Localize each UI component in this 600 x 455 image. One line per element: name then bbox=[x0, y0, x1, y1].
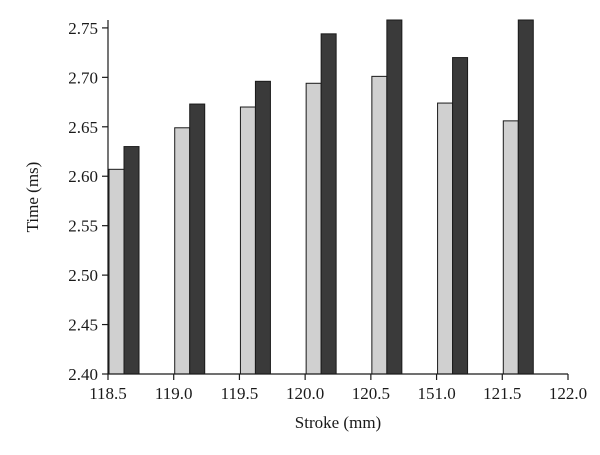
bar-series-1 bbox=[108, 168, 125, 375]
y-tick-label: 2.40 bbox=[68, 365, 98, 384]
x-tick-label: 151.0 bbox=[417, 384, 455, 403]
y-tick-label: 2.70 bbox=[68, 68, 98, 87]
x-tick-label: 120.0 bbox=[286, 384, 324, 403]
bar-series-2 bbox=[517, 19, 534, 375]
bar-series-1 bbox=[239, 106, 256, 375]
bars-layer bbox=[108, 19, 534, 375]
bar-series-2 bbox=[123, 146, 140, 375]
bar-series-1 bbox=[371, 75, 388, 375]
bar-series-2 bbox=[254, 80, 271, 375]
y-tick-label: 2.75 bbox=[68, 19, 98, 38]
x-tick-label: 119.0 bbox=[155, 384, 193, 403]
x-ticks: 118.5 119.0 119.5 120.0 120.5 151.0 121.5 122.0 bbox=[89, 374, 587, 403]
axes-layer bbox=[107, 20, 568, 375]
bar-series-1 bbox=[174, 127, 191, 375]
y-tick-label: 2.45 bbox=[68, 316, 98, 335]
bar-series-1 bbox=[305, 82, 322, 375]
y-tick-label: 2.50 bbox=[68, 266, 98, 285]
y-tick-label: 2.65 bbox=[68, 118, 98, 137]
y-tick-label: 2.60 bbox=[68, 167, 98, 186]
x-tick-label: 118.5 bbox=[89, 384, 127, 403]
y-tick-label: 2.55 bbox=[68, 217, 98, 236]
bar-series-2 bbox=[452, 57, 469, 375]
y-ticks: 2.40 2.45 2.50 2.55 2.60 2.65 2.70 2.75 bbox=[68, 19, 108, 384]
x-tick-label: 121.5 bbox=[483, 384, 521, 403]
x-tick-label: 122.0 bbox=[549, 384, 587, 403]
x-tick-label: 119.5 bbox=[221, 384, 259, 403]
x-tick-label: 120.5 bbox=[352, 384, 390, 403]
y-axis-title: Time (ms) bbox=[23, 162, 42, 233]
bar-series-2 bbox=[320, 33, 337, 375]
bar-series-1 bbox=[437, 102, 454, 375]
bar-series-1 bbox=[502, 120, 519, 375]
x-axis-title: Stroke (mm) bbox=[295, 413, 381, 432]
bar-series-2 bbox=[189, 103, 206, 375]
bar-series-2 bbox=[386, 19, 403, 375]
